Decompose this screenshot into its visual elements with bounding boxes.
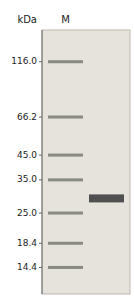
gel-panel <box>42 30 130 294</box>
y-tick-label: 116.0 <box>11 56 37 66</box>
y-tick-label: 66.2 <box>17 112 37 122</box>
y-tick <box>39 243 42 244</box>
band <box>48 178 83 181</box>
y-tick <box>39 117 42 118</box>
y-axis-line <box>42 30 43 294</box>
y-tick-label: 18.4 <box>17 238 37 248</box>
band <box>48 116 83 119</box>
y-tick <box>39 267 42 268</box>
y-tick-label: 45.0 <box>17 150 37 160</box>
bands <box>48 60 124 269</box>
y-tick <box>39 213 42 214</box>
y-tick-label: 35.0 <box>17 174 37 184</box>
band <box>48 242 83 245</box>
y-tick <box>39 155 42 156</box>
chart: 116.0 66.2 45.0 35.0 25.0 18.4 14.4 MkDa <box>0 0 134 300</box>
y-tick <box>39 179 42 180</box>
band <box>48 60 83 63</box>
y-tick-label: 25.0 <box>17 208 37 218</box>
y-tick <box>39 61 42 62</box>
band <box>48 212 83 215</box>
y-tick-label: 14.4 <box>17 262 37 272</box>
band <box>48 266 83 269</box>
band <box>89 194 124 202</box>
lane-label: M <box>61 14 70 25</box>
y-axis-label: kDa <box>17 14 37 25</box>
band <box>48 154 83 157</box>
